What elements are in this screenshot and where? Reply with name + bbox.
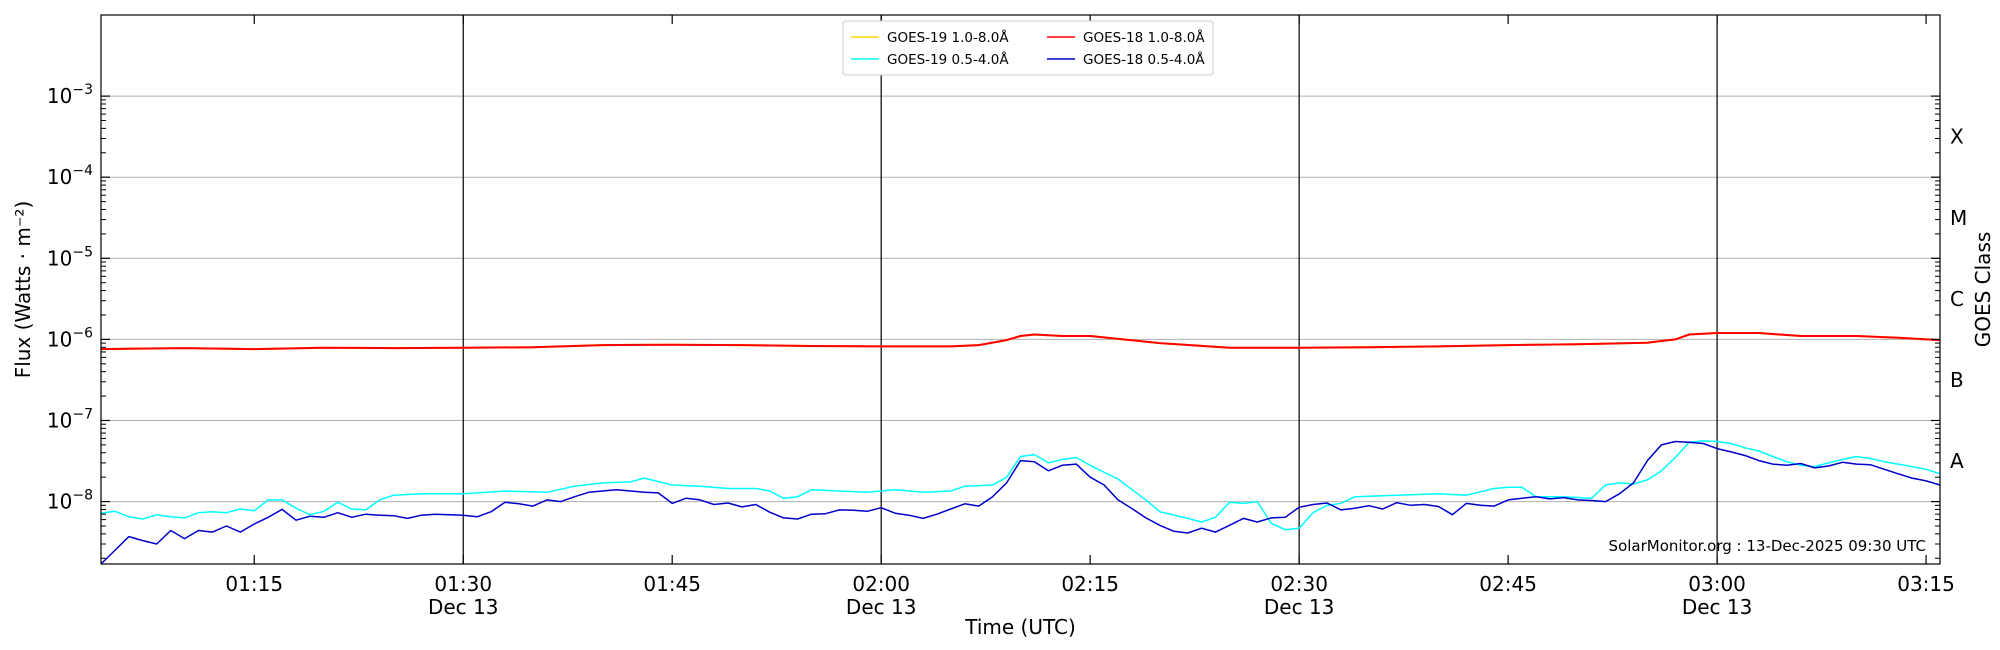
legend: GOES-19 1.0-8.0Å GOES-19 0.5-4.0Å GOES-18 … (842, 20, 1214, 76)
source-annotation: SolarMonitor.org : 13-Dec-2025 09:30 UTC (1609, 537, 1926, 555)
x-tick-label: 03:00 (1688, 572, 1746, 596)
x-tick-label: 01:30 (434, 572, 492, 596)
legend-entry-label: GOES-19 0.5-4.0Å (887, 51, 1009, 68)
goes-class-m: M (1950, 206, 1967, 230)
goes-class-a: A (1950, 449, 1964, 473)
legend-box (842, 20, 1214, 76)
x-tick-label: 02:00 (852, 572, 910, 596)
x-tick-sublabel: Dec 13 (1264, 595, 1335, 619)
grid-lines (101, 95, 1940, 503)
y-tick-label: 10−4 (47, 163, 93, 189)
goes-class-b: B (1950, 368, 1964, 392)
x-tick-sublabel: Dec 13 (1682, 595, 1753, 619)
x-tick-sublabel: Dec 13 (846, 595, 917, 619)
y-tick-label: 10−6 (47, 325, 93, 351)
y-axis-label: Flux (Watts · m⁻²) (11, 201, 35, 379)
series-layer (100, 332, 1941, 565)
plot-frame (100, 14, 1941, 565)
series-line-2 (100, 332, 1941, 351)
series-line-3 (100, 440, 1941, 531)
x-tick-label: 02:15 (1061, 572, 1119, 596)
goes-class-c: C (1950, 287, 1964, 311)
legend-entry-label: GOES-19 1.0-8.0Å (887, 29, 1009, 46)
x-axis-label: Time (UTC) (964, 615, 1076, 639)
goes-class-x: X (1950, 125, 1964, 149)
y-tick-label: 10−7 (47, 406, 93, 432)
x-tick-label: 02:30 (1270, 572, 1328, 596)
vertical-reference-lines (462, 15, 1718, 564)
x-tick-label: 01:15 (225, 572, 283, 596)
y-tick-label: 10−8 (47, 488, 93, 514)
x-tick-label: 01:45 (643, 572, 701, 596)
legend-entry-label: GOES-18 1.0-8.0Å (1083, 29, 1205, 46)
y-tick-label: 10−5 (47, 244, 93, 270)
x-tick-sublabel: Dec 13 (428, 595, 499, 619)
legend-entry-label: GOES-18 0.5-4.0Å (1083, 51, 1205, 68)
x-tick-label: 03:15 (1897, 572, 1955, 596)
y-tick-label: 10−3 (47, 82, 93, 108)
goes-class-axis-label: GOES Class (1971, 232, 1995, 348)
series-line-4 (100, 440, 1941, 565)
x-tick-label: 02:45 (1479, 572, 1537, 596)
